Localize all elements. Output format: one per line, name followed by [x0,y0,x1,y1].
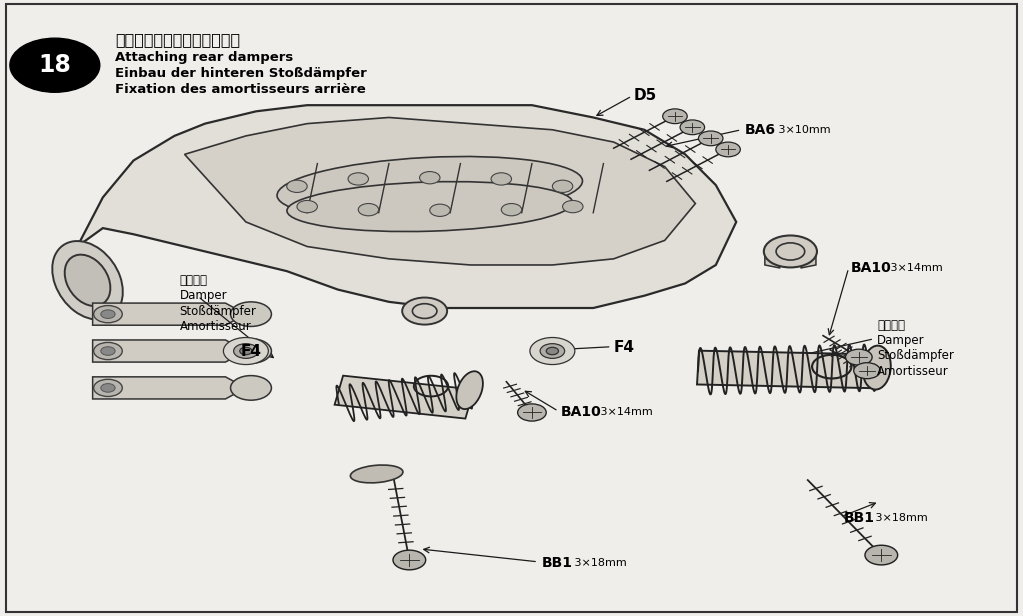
Text: BA6: BA6 [745,123,775,137]
Circle shape [865,545,897,565]
Circle shape [101,310,116,318]
Circle shape [699,131,723,146]
Text: BA10: BA10 [561,405,602,419]
Circle shape [233,344,258,359]
Polygon shape [184,118,696,265]
Text: Fixation des amortisseurs arrière: Fixation des amortisseurs arrière [116,83,366,95]
Text: 18: 18 [39,53,72,77]
Circle shape [546,347,559,355]
Circle shape [393,550,426,570]
Text: F4: F4 [240,344,262,359]
Text: 3×10mm: 3×10mm [775,125,831,135]
Text: Stoßdämpfer: Stoßdämpfer [878,349,954,362]
Circle shape [854,363,881,379]
Text: D5: D5 [634,89,658,103]
Circle shape [563,200,583,213]
Text: BA10: BA10 [851,261,891,275]
Circle shape [764,235,817,267]
Ellipse shape [64,254,110,306]
Text: F4: F4 [614,341,634,355]
Ellipse shape [350,465,403,483]
Circle shape [10,38,100,92]
Text: Amortisseur: Amortisseur [179,320,252,333]
Circle shape [419,172,440,184]
Text: Amortisseur: Amortisseur [878,365,949,378]
Text: 3×18mm: 3×18mm [571,558,626,568]
Circle shape [94,379,123,397]
Text: ダンパー: ダンパー [878,318,905,331]
Circle shape [518,404,546,421]
Circle shape [101,347,116,355]
Text: Attaching rear dampers: Attaching rear dampers [116,51,294,63]
Circle shape [223,338,268,365]
Text: BB1: BB1 [844,511,875,525]
Circle shape [94,342,123,360]
Ellipse shape [286,182,573,232]
Text: 3×14mm: 3×14mm [888,263,943,273]
Circle shape [239,347,252,355]
Circle shape [501,203,522,216]
Circle shape [716,142,741,157]
FancyBboxPatch shape [6,4,1017,612]
Circle shape [680,120,705,135]
Circle shape [491,172,512,185]
Polygon shape [93,377,246,399]
Text: 3×14mm: 3×14mm [597,407,653,418]
Text: Stoßdämpfer: Stoßdämpfer [179,304,257,318]
Text: Damper: Damper [179,289,227,302]
Text: Damper: Damper [878,334,925,347]
Circle shape [230,302,271,326]
Text: ダンパーの取り付け（リヤ）: ダンパーの取り付け（リヤ） [116,32,240,47]
Polygon shape [93,340,246,362]
Circle shape [663,109,687,124]
Circle shape [552,180,573,192]
Polygon shape [335,376,474,419]
Circle shape [297,200,317,213]
Polygon shape [93,303,246,325]
Circle shape [358,203,379,216]
Polygon shape [78,105,737,308]
Circle shape [430,204,450,216]
Circle shape [540,344,565,359]
Circle shape [286,180,307,192]
Circle shape [530,338,575,365]
Ellipse shape [277,156,582,220]
Circle shape [94,306,123,323]
Circle shape [348,172,368,185]
Ellipse shape [862,346,891,389]
Ellipse shape [456,371,483,409]
Polygon shape [765,248,781,268]
Circle shape [230,376,271,400]
Text: ダンパー: ダンパー [179,274,208,287]
Circle shape [846,349,873,365]
Text: 3×18mm: 3×18mm [873,513,928,523]
Polygon shape [801,248,816,268]
Text: Einbau der hinteren Stoßdämpfer: Einbau der hinteren Stoßdämpfer [116,67,367,79]
Text: BB1: BB1 [542,556,573,570]
Polygon shape [697,351,878,388]
Circle shape [230,339,271,363]
Circle shape [101,384,116,392]
Circle shape [402,298,447,325]
Ellipse shape [52,241,123,320]
